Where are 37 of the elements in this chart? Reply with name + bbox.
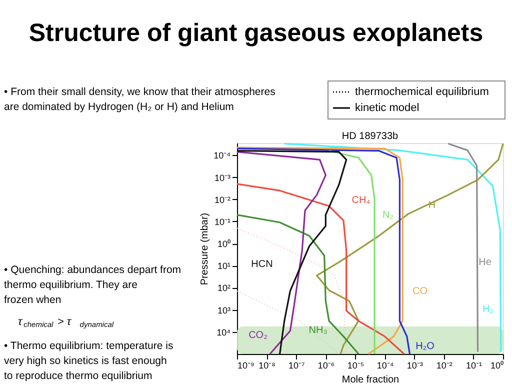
text: • Thermo equilibrium: temperature is very high so kinetics is fast enough to reproduce thermo equilibrium	[4, 340, 174, 382]
y-tick-label: 10⁻²	[214, 194, 230, 205]
text: HCN	[251, 259, 273, 270]
y-tick-label: 10¹	[217, 261, 230, 272]
x-tick-label: 10⁻³	[406, 360, 423, 370]
x-tick-label: 10⁻⁵	[347, 360, 364, 370]
series-label: H₂O	[416, 341, 435, 352]
series-label: CH₄	[352, 195, 370, 206]
series-label: H₂	[482, 304, 494, 315]
y-tick-label: 10⁰	[217, 239, 230, 250]
series-label: CO₂	[248, 330, 268, 341]
y-tick-label: 10⁻³	[214, 172, 230, 183]
y-tick-label: 10⁻⁴	[214, 150, 231, 161]
series-label: He	[478, 257, 492, 268]
chart-title: Structure of giant gaseous exoplanets	[28, 19, 484, 47]
x-tick-label: 10⁻²	[436, 360, 452, 370]
y-axis-title: Pressure (mbar)	[200, 212, 211, 286]
x-tick-label: 10⁻⁸	[258, 360, 276, 370]
x-tick-label: 10⁻¹	[466, 360, 482, 370]
y-tick-label: 10³	[217, 305, 230, 316]
y-tick-label: 10⁻¹	[214, 216, 230, 227]
series-label: N₂	[382, 210, 394, 221]
x-axis-title: Mole fraction	[342, 374, 400, 384]
y-tick-label: 10²	[217, 283, 230, 294]
text: kinetic model	[355, 102, 420, 114]
x-tick-label: 10⁻⁹	[238, 360, 255, 370]
series-label: CO	[412, 286, 428, 297]
x-tick-label: 10⁻⁴	[376, 360, 394, 370]
text: • Quenching: abundances depart from thermo equilibrium. They are frozen when	[4, 264, 182, 306]
series-label: NH₃	[308, 325, 328, 336]
x-tick-label: 10⁰	[490, 360, 504, 370]
text: • From their small density, we know that their atmospheres are dominated by Hydrogen (H₂ or H) and Helium	[4, 86, 276, 113]
x-tick-label: 10⁻⁷	[288, 360, 305, 370]
y-tick-label: 10⁴	[216, 327, 231, 338]
text: thermochemical equilibrium	[355, 86, 489, 98]
chart-subtitle: HD 189733b	[342, 131, 399, 142]
x-tick-label: 10⁻⁶	[318, 360, 335, 370]
